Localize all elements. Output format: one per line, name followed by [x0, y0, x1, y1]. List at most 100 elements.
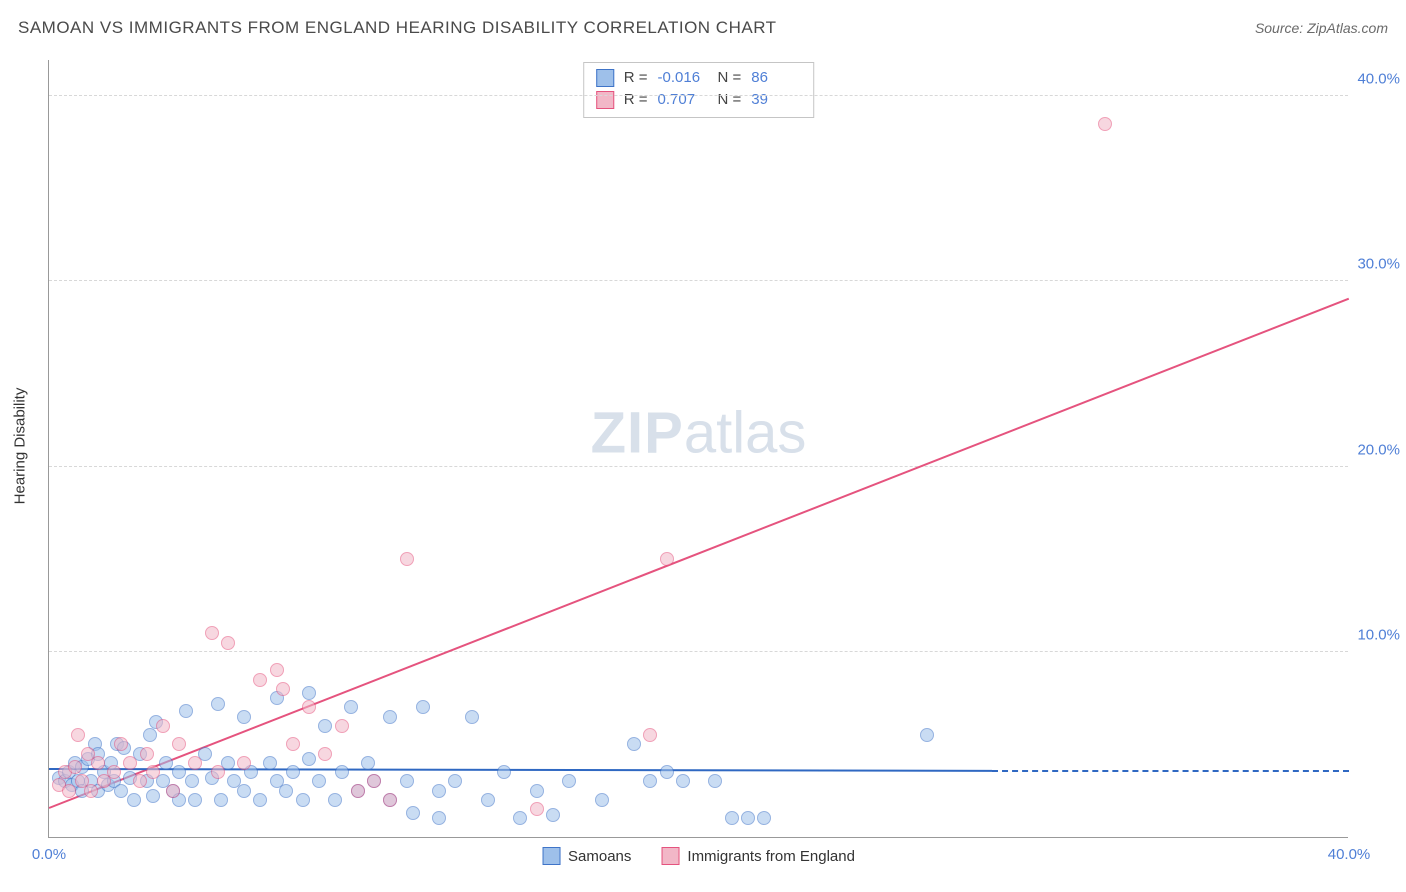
trend-line-dash-samoans — [992, 770, 1350, 772]
stat-r-value: -0.016 — [658, 67, 708, 89]
data-point-samoans — [146, 789, 160, 803]
data-point-immigrants — [84, 784, 98, 798]
data-point-samoans — [214, 793, 228, 807]
data-point-samoans — [344, 700, 358, 714]
data-point-immigrants — [276, 682, 290, 696]
data-point-immigrants — [91, 756, 105, 770]
data-point-samoans — [595, 793, 609, 807]
data-point-samoans — [406, 806, 420, 820]
data-point-samoans — [185, 774, 199, 788]
data-point-immigrants — [318, 747, 332, 761]
data-point-immigrants — [643, 728, 657, 742]
data-point-samoans — [127, 793, 141, 807]
data-point-samoans — [263, 756, 277, 770]
data-point-immigrants — [156, 719, 170, 733]
data-point-samoans — [400, 774, 414, 788]
data-point-immigrants — [71, 728, 85, 742]
data-point-samoans — [188, 793, 202, 807]
data-point-samoans — [253, 793, 267, 807]
legend-item-samoans: Samoans — [542, 847, 631, 865]
ytick-label: 30.0% — [1357, 256, 1400, 273]
data-point-immigrants — [351, 784, 365, 798]
stats-row-immigrants: R =0.707N =39 — [596, 89, 802, 111]
data-point-samoans — [676, 774, 690, 788]
data-point-samoans — [920, 728, 934, 742]
data-point-samoans — [546, 808, 560, 822]
gridline — [49, 95, 1348, 96]
data-point-samoans — [159, 756, 173, 770]
stat-n-label: N = — [718, 89, 742, 111]
data-point-samoans — [627, 737, 641, 751]
data-point-immigrants — [253, 673, 267, 687]
legend-swatch — [596, 91, 614, 109]
data-point-immigrants — [107, 765, 121, 779]
stat-n-value: 86 — [751, 67, 801, 89]
chart-title: SAMOAN VS IMMIGRANTS FROM ENGLAND HEARIN… — [18, 18, 777, 38]
data-point-immigrants — [140, 747, 154, 761]
data-point-immigrants — [530, 802, 544, 816]
data-point-immigrants — [188, 756, 202, 770]
data-point-immigrants — [166, 784, 180, 798]
data-point-samoans — [179, 704, 193, 718]
data-point-immigrants — [383, 793, 397, 807]
data-point-samoans — [237, 784, 251, 798]
data-point-samoans — [481, 793, 495, 807]
data-point-samoans — [335, 765, 349, 779]
data-point-samoans — [660, 765, 674, 779]
data-point-samoans — [725, 811, 739, 825]
xtick-label: 0.0% — [32, 846, 66, 863]
data-point-immigrants — [211, 765, 225, 779]
data-point-immigrants — [367, 774, 381, 788]
data-point-samoans — [432, 784, 446, 798]
source-label: Source: ZipAtlas.com — [1255, 20, 1388, 36]
legend-label: Samoans — [568, 848, 631, 865]
data-point-samoans — [513, 811, 527, 825]
stat-n-label: N = — [718, 67, 742, 89]
data-point-samoans — [465, 710, 479, 724]
stats-row-samoans: R =-0.016N =86 — [596, 67, 802, 89]
legend-swatch — [661, 847, 679, 865]
data-point-samoans — [318, 719, 332, 733]
data-point-samoans — [211, 697, 225, 711]
ytick-label: 10.0% — [1357, 626, 1400, 643]
data-point-immigrants — [68, 760, 82, 774]
data-point-samoans — [383, 710, 397, 724]
legend-item-immigrants: Immigrants from England — [661, 847, 855, 865]
stat-n-value: 39 — [751, 89, 801, 111]
data-point-immigrants — [335, 719, 349, 733]
legend-label: Immigrants from England — [687, 848, 855, 865]
data-point-samoans — [708, 774, 722, 788]
gridline — [49, 280, 1348, 281]
data-point-immigrants — [660, 552, 674, 566]
legend-swatch — [596, 69, 614, 87]
data-point-immigrants — [62, 784, 76, 798]
data-point-samoans — [530, 784, 544, 798]
data-point-samoans — [286, 765, 300, 779]
data-point-samoans — [143, 728, 157, 742]
data-point-samoans — [172, 765, 186, 779]
stat-r-label: R = — [624, 89, 648, 111]
data-point-immigrants — [123, 756, 137, 770]
data-point-samoans — [643, 774, 657, 788]
data-point-samoans — [562, 774, 576, 788]
stats-legend: R =-0.016N =86R =0.707N =39 — [583, 62, 815, 118]
data-point-immigrants — [133, 774, 147, 788]
series-legend: Samoans Immigrants from England — [542, 847, 855, 865]
data-point-immigrants — [237, 756, 251, 770]
data-point-samoans — [328, 793, 342, 807]
ytick-label: 20.0% — [1357, 441, 1400, 458]
plot-area: ZIPatlas R =-0.016N =86R =0.707N =39 Sam… — [48, 60, 1348, 838]
data-point-samoans — [416, 700, 430, 714]
data-point-immigrants — [205, 626, 219, 640]
data-point-samoans — [302, 752, 316, 766]
data-point-immigrants — [114, 737, 128, 751]
data-point-samoans — [302, 686, 316, 700]
data-point-immigrants — [302, 700, 316, 714]
gridline — [49, 466, 1348, 467]
data-point-samoans — [361, 756, 375, 770]
data-point-immigrants — [146, 765, 160, 779]
data-point-immigrants — [270, 663, 284, 677]
legend-swatch — [542, 847, 560, 865]
gridline — [49, 651, 1348, 652]
trend-line-samoans — [49, 768, 992, 772]
